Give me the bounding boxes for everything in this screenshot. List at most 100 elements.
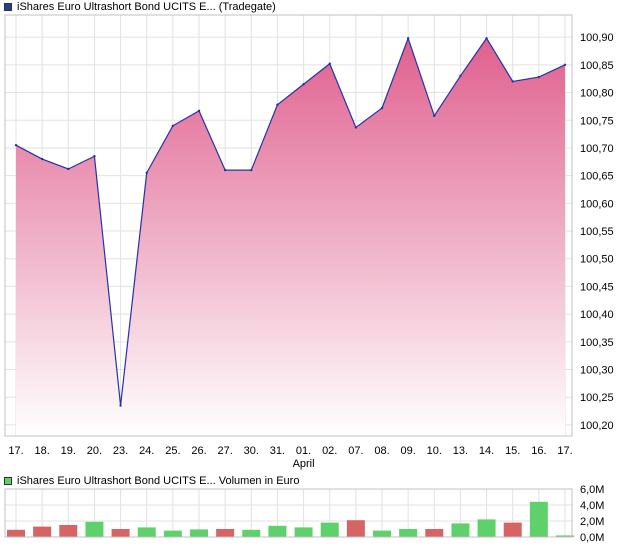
price-point (406, 37, 410, 40)
price-y-tick-label: 100,70 (580, 143, 614, 155)
date-tick-label: 26. (191, 445, 206, 457)
price-y-tick-label: 100,75 (580, 115, 614, 127)
price-y-tick-label: 100,45 (580, 281, 614, 293)
volume-y-tick-label: 0,0M (580, 532, 604, 544)
price-point (511, 80, 514, 83)
date-tick-label: 30. (244, 445, 259, 457)
price-point (40, 157, 44, 161)
price-legend: iShares Euro Ultrashort Bond UCITS E... … (4, 0, 276, 14)
price-point (250, 168, 253, 172)
volume-plot-frame (4, 488, 573, 538)
price-area (16, 38, 565, 437)
price-y-tick-label: 100,50 (580, 254, 614, 266)
price-y-tick-label: 100,20 (580, 420, 614, 432)
volume-bar (399, 529, 418, 537)
price-points (14, 37, 567, 407)
volume-bar (373, 530, 391, 537)
price-point (145, 171, 148, 175)
price-point (119, 404, 122, 407)
price-y-tick-label: 100,40 (580, 309, 614, 321)
price-y-tick-label: 100,90 (580, 32, 614, 44)
volume-bar (294, 527, 313, 537)
volume-bar (320, 522, 339, 537)
price-point (197, 109, 201, 113)
volume-bar (7, 529, 25, 537)
price-y-axis: 100,20 100,25 100,30 100,35 100,40 100,45 100,… (580, 32, 614, 432)
date-tick-label: 10. (427, 445, 442, 457)
volume-bar (425, 529, 444, 537)
volume-bar (216, 529, 235, 537)
price-point (223, 168, 227, 172)
price-point (537, 75, 541, 79)
price-point (171, 124, 175, 127)
date-tick-label: 24. (139, 445, 154, 457)
volume-bar (33, 526, 52, 537)
volume-bar (477, 519, 496, 537)
volume-bar (268, 525, 287, 537)
price-y-tick-label: 100,60 (580, 198, 614, 210)
volume-legend-swatch (4, 477, 12, 485)
price-y-tick-label: 100,85 (580, 60, 614, 72)
date-tick-label: 23. (113, 445, 128, 457)
date-tick-label: 17. (8, 445, 23, 457)
price-point (433, 114, 436, 118)
price-point (14, 143, 18, 147)
volume-bar (59, 525, 78, 537)
volume-bar (137, 527, 156, 537)
volume-legend: iShares Euro Ultrashort Bond UCITS E... … (4, 474, 299, 488)
volume-bar (190, 529, 208, 537)
volume-y-tick-label: 4,0M (580, 500, 604, 512)
price-point (354, 126, 358, 129)
price-point (485, 37, 488, 40)
price-point (328, 62, 331, 65)
price-point (459, 74, 462, 78)
volume-bar (346, 520, 365, 537)
volume-bar (451, 523, 470, 537)
price-y-tick-label: 100,25 (580, 392, 614, 404)
date-tick-label: 08. (374, 445, 389, 457)
date-tick-label: 15. (505, 445, 520, 457)
price-legend-label: iShares Euro Ultrashort Bond UCITS E... … (17, 1, 276, 13)
date-tick-label: 27. (217, 445, 232, 457)
date-tick-label: 16. (531, 445, 546, 457)
date-tick-label: 01. (296, 445, 311, 457)
date-tick-label: 14. (479, 445, 494, 457)
month-label: April (293, 458, 315, 470)
price-point (563, 63, 567, 67)
price-point (380, 106, 384, 110)
price-plot-frame (4, 14, 573, 437)
volume-bar (163, 530, 182, 537)
date-tick-label: 02. (322, 445, 337, 457)
date-tick-label: 31. (270, 445, 285, 457)
date-tick-label: 25. (165, 445, 180, 457)
date-tick-label: 07. (348, 445, 363, 457)
price-y-tick-label: 100,65 (580, 171, 614, 183)
price-y-tick-label: 100,55 (580, 226, 614, 238)
price-legend-swatch (4, 3, 12, 11)
price-point (302, 83, 305, 86)
volume-bars (7, 501, 574, 537)
volume-y-tick-label: 2,0M (580, 516, 604, 528)
price-y-tick-label: 100,80 (580, 88, 614, 100)
volume-bar (242, 529, 261, 537)
price-y-tick-label: 100,30 (580, 365, 614, 377)
price-point (93, 155, 96, 158)
price-y-tick-label: 100,35 (580, 337, 614, 349)
volume-bar (503, 522, 522, 537)
date-tick-label: 13. (453, 445, 468, 457)
volume-bar (111, 529, 130, 537)
date-tick-label: 18. (34, 445, 49, 457)
date-tick-label: 20. (87, 445, 102, 457)
volume-bar (85, 521, 104, 537)
volume-y-axis: 0,0M 2,0M 4,0M 6,0M (580, 484, 604, 544)
volume-legend-label: iShares Euro Ultrashort Bond UCITS E... … (17, 475, 300, 487)
date-tick-label: 09. (400, 445, 415, 457)
price-line (15, 36, 566, 406)
price-point (276, 103, 279, 106)
volume-bar (529, 501, 548, 537)
volume-y-tick-label: 6,0M (580, 484, 604, 496)
volume-bar (556, 535, 574, 537)
date-axis: 17. 18. 19. 20. 23. 24. 25. 26. 27. 30. 31. 01. 02. 0… (8, 445, 572, 470)
date-tick-label: 17. (557, 445, 572, 457)
